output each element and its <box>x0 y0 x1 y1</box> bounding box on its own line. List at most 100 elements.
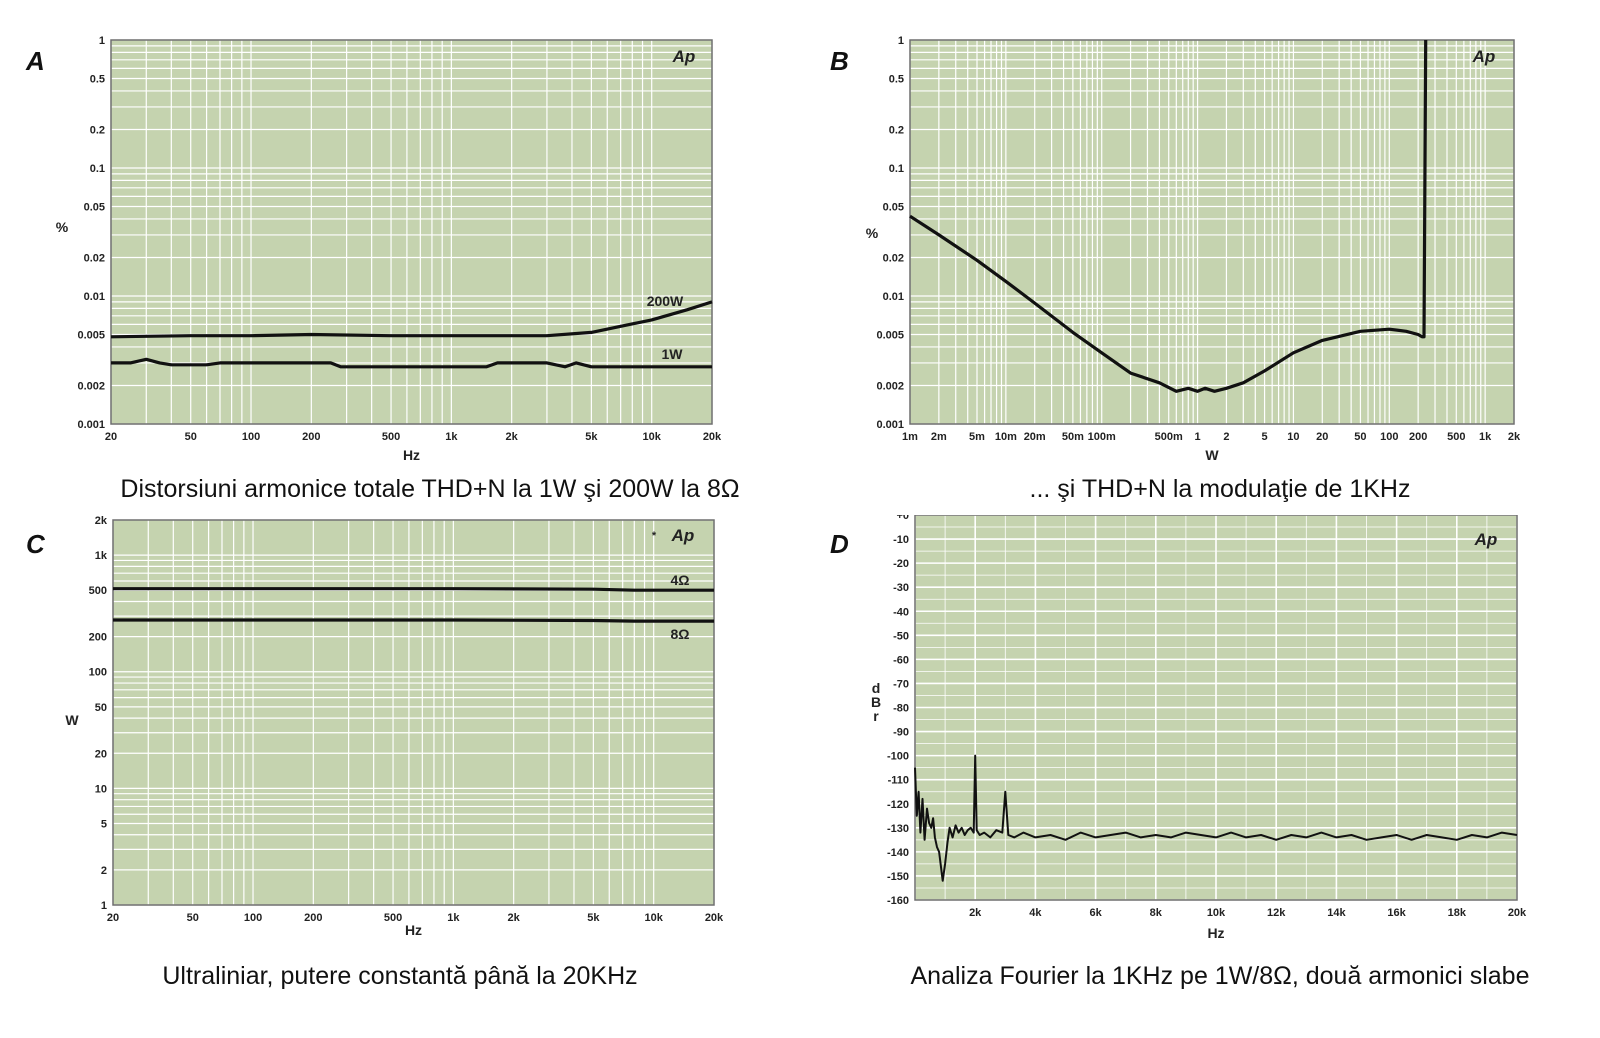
y-tick-label: 5 <box>101 818 107 830</box>
x-tick-label: 2k <box>506 431 519 443</box>
y-tick-label: 0.002 <box>876 380 904 392</box>
x-tick-label: 10 <box>1287 431 1299 443</box>
y-tick-label: -50 <box>893 630 909 642</box>
x-tick-label: 20 <box>1316 431 1328 443</box>
x-tick-label: 1k <box>445 431 458 443</box>
x-tick-label: 50 <box>185 431 197 443</box>
y-tick-label: 50 <box>95 702 107 714</box>
y-tick-label: -100 <box>887 751 909 763</box>
x-tick-label: 50 <box>1354 431 1366 443</box>
panel-letter: D <box>830 529 849 559</box>
x-tick-label: 14k <box>1327 907 1346 919</box>
x-tick-label: 500 <box>1447 431 1465 443</box>
chart-caption: ... şi THD+N la modulaţie de 1KHz <box>1029 475 1411 503</box>
y-tick-label: 0.02 <box>84 252 105 264</box>
y-tick-label: 0.05 <box>883 202 904 214</box>
y-tick-label: 0.5 <box>889 74 904 86</box>
plot-frame <box>112 519 715 906</box>
y-tick-label: 0.2 <box>889 124 904 136</box>
x-tick-label: 1k <box>1479 431 1492 443</box>
plot-area <box>111 40 712 424</box>
panel-letter: C <box>26 529 45 559</box>
x-tick-label: 5 <box>1262 431 1268 443</box>
x-tick-label: 20k <box>705 912 724 924</box>
x-tick-label: 5m <box>969 431 985 443</box>
x-tick-label: 2m <box>931 431 947 443</box>
series-line <box>110 300 713 339</box>
y-tick-label: 0.01 <box>84 291 105 303</box>
y-tick-label: 1k <box>95 550 108 562</box>
y-tick-label: 0.001 <box>876 419 904 431</box>
y-tick-label: -160 <box>887 895 909 907</box>
plot-area <box>113 520 714 905</box>
x-tick-label: 10k <box>645 912 664 924</box>
y-tick-label: -110 <box>888 775 909 787</box>
x-tick-label: 50m <box>1062 431 1084 443</box>
plot-frame <box>914 515 1518 901</box>
series-line <box>111 357 712 369</box>
panel-b: B 1m 2m 5m 10m 20m 50m 100m 500m 1 2 5 10 20 50 100 200… <box>790 0 1600 520</box>
y-tick-label: 1 <box>898 35 904 47</box>
y-tick-label: 0.1 <box>889 163 904 175</box>
chart-caption: Ultraliniar, putere constantă până la 20… <box>162 962 638 990</box>
series-line <box>909 39 1428 393</box>
y-axis-label: % <box>56 219 69 235</box>
series-line <box>113 587 714 592</box>
series-label: 4Ω <box>670 572 689 588</box>
chart-c: 20 50 100 200 500 1k 2k 5k 10k 20k 1 2 5 10 20 50 100 200… <box>65 515 724 938</box>
x-tick-label: 50 <box>187 912 199 924</box>
x-tick-label: 20 <box>105 431 117 443</box>
x-tick-label: 20k <box>703 431 722 443</box>
x-tick-label: 10k <box>1207 907 1226 919</box>
plot-area <box>910 40 1514 424</box>
y-tick-label: 1 <box>101 900 107 912</box>
x-tick-label: 16k <box>1387 907 1406 919</box>
y-tick-label: 100 <box>89 667 107 679</box>
y-tick-label: -120 <box>887 799 909 811</box>
y-tick-label: 0.05 <box>84 202 105 214</box>
chart-caption: Distorsiuni armonice totale THD+N la 1W … <box>120 475 740 503</box>
y-tick-label: -10 <box>893 534 909 546</box>
y-tick-label: 200 <box>89 632 107 644</box>
y-tick-label: 0.005 <box>77 330 105 342</box>
series-line <box>113 618 714 623</box>
y-tick-label: 0.02 <box>883 252 904 264</box>
plot-frame <box>909 39 1515 425</box>
x-tick-label: 200 <box>302 431 320 443</box>
y-tick-label: 0.005 <box>876 330 904 342</box>
marker-asterisk: * <box>652 530 657 542</box>
x-tick-label: 1k <box>447 912 460 924</box>
y-tick-label: -130 <box>887 823 909 835</box>
x-tick-label: 1m <box>902 431 918 443</box>
series-line <box>914 754 1518 882</box>
x-tick-label: 500m <box>1155 431 1183 443</box>
x-tick-label: 100m <box>1088 431 1116 443</box>
y-tick-label: -150 <box>887 871 909 883</box>
y-tick-label: -70 <box>893 678 909 690</box>
x-axis-label: Hz <box>403 447 420 463</box>
y-tick-label: 0.5 <box>90 74 105 86</box>
chart-caption: Analiza Fourier la 1KHz pe 1W/8Ω, două a… <box>910 962 1530 990</box>
y-tick-label: 2k <box>95 515 108 527</box>
panel-c: C 20 50 100 200 500 1k 2k 5k 10k 20k 1 2 5 10 20 50 100 2… <box>0 515 790 1035</box>
x-tick-label: 100 <box>244 912 262 924</box>
ap-watermark: Ap <box>671 526 695 545</box>
x-tick-label: 20m <box>1024 431 1046 443</box>
chart-d: 2k 4k 6k 8k 10k 12k 14k 16k 18k 20k +0 -10 -20 -30 -40… <box>871 515 1527 941</box>
series-label: 1W <box>662 346 684 362</box>
x-tick-label: 20k <box>1508 907 1527 919</box>
y-tick-label: 0.2 <box>90 124 105 136</box>
x-tick-label: 5k <box>587 912 600 924</box>
ap-watermark: Ap <box>672 47 696 66</box>
y-tick-label: -90 <box>893 727 909 739</box>
chart-a: 20 50 100 200 500 1k 2k 5k 10k 20k 0.001 0.002 0.005… <box>56 35 722 463</box>
panel-a: A 20 50 100 200 500 1k 2k 5k 10k 20k 0.001 0.002 0.0… <box>0 0 790 520</box>
panel-d: D 2k 4k 6k 8k 10k 12k 14k 16k 18k 20k +0 -10 -20 -30 -… <box>790 515 1600 1035</box>
y-tick-label: 500 <box>89 585 107 597</box>
ap-watermark: Ap <box>1472 47 1496 66</box>
x-tick-label: 10m <box>995 431 1017 443</box>
x-tick-label: 500 <box>384 912 402 924</box>
y-tick-label: -30 <box>893 582 909 594</box>
y-tick-label: -80 <box>893 703 909 715</box>
y-axis-label: W <box>65 712 79 728</box>
